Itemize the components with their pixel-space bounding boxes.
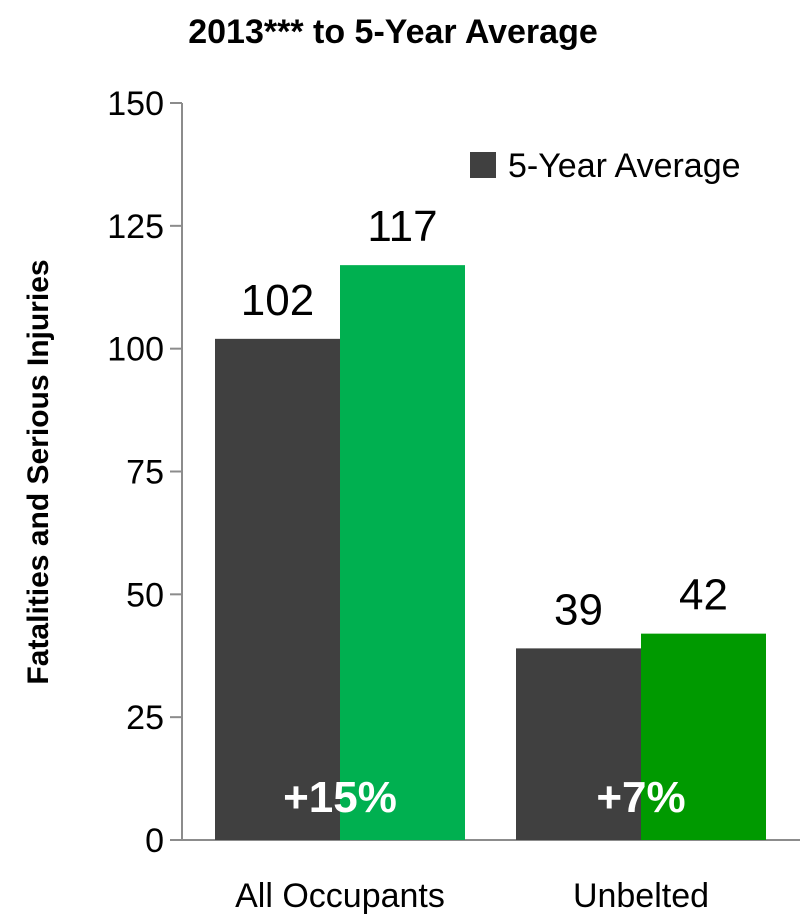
legend: 5-Year Average [470, 147, 741, 185]
y-tick-label: 150 [107, 85, 164, 123]
x-category-label: All Occupants [235, 877, 445, 915]
change-label: +7% [596, 773, 685, 822]
data-labels: 102 117 +15% 39 42 +7% [241, 202, 728, 822]
y-axis-label: Fatalities and Serious Injuries [22, 259, 55, 684]
y-tick-label: 100 [107, 331, 164, 369]
x-category-label: Unbelted [573, 877, 709, 915]
chart-title: 2013*** to 5-Year Average [188, 13, 598, 51]
legend-swatch [470, 152, 496, 178]
legend-entry: 5-Year Average [508, 147, 741, 185]
x-categories: All Occupants Unbelted [235, 877, 709, 915]
y-tick-label: 75 [126, 454, 164, 492]
y-tick-label: 50 [126, 576, 164, 614]
y-tick-label: 25 [126, 699, 164, 737]
data-label: 117 [367, 202, 437, 251]
bar-all-occupants-0 [215, 338, 340, 840]
y-ticks: 0 25 50 75 100 125 150 [107, 85, 182, 860]
data-label: 102 [241, 276, 314, 325]
bars [215, 265, 766, 840]
y-tick-label: 125 [107, 208, 164, 246]
bar-all-occupants-1 [340, 265, 465, 840]
bar-unbelted-0 [516, 648, 641, 840]
change-label: +15% [283, 773, 397, 822]
data-label: 39 [554, 585, 603, 634]
y-tick-label: 0 [145, 822, 164, 860]
data-label: 42 [679, 571, 728, 620]
bar-unbelted-1 [641, 633, 766, 840]
